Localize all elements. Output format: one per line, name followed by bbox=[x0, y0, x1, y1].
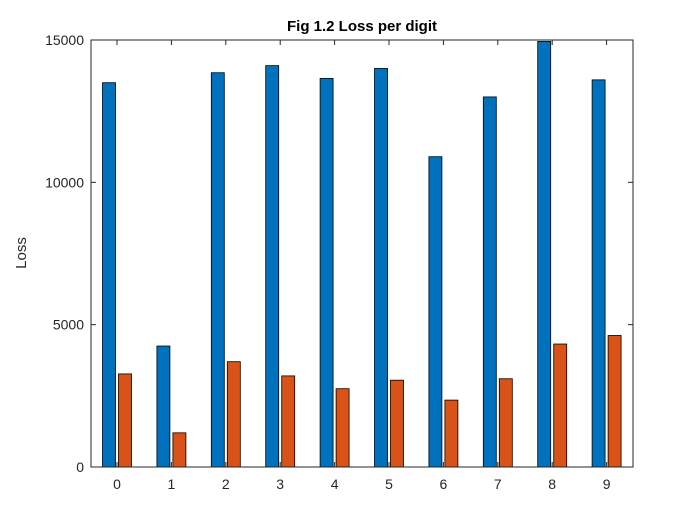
bar-series-1-digit-9 bbox=[591, 79, 606, 468]
bar-series-2-digit-4 bbox=[335, 388, 350, 468]
x-tick-label-2: 2 bbox=[222, 476, 230, 492]
bar-series-2-digit-9 bbox=[607, 335, 622, 468]
bar-series-2-digit-7 bbox=[498, 378, 513, 468]
bar-series-2-digit-1 bbox=[172, 432, 187, 468]
ticks-group: 0 1 2 3 4 5 6 7 8 9 0 5000 10000 15000 bbox=[45, 32, 633, 492]
bar-series-1-digit-7 bbox=[482, 96, 497, 468]
x-tick-label-3: 3 bbox=[276, 476, 284, 492]
y-tick-label-5000: 5000 bbox=[53, 317, 84, 333]
bar-series-1-digit-3 bbox=[265, 65, 280, 468]
bar-series-2-digit-0 bbox=[118, 373, 132, 468]
bar-series-2-digit-2 bbox=[226, 361, 241, 468]
bar-series-2-digit-5 bbox=[390, 379, 404, 468]
y-tick-label-15000: 15000 bbox=[45, 32, 84, 48]
bar-series-2-digit-3 bbox=[281, 375, 296, 468]
x-tick-label-8: 8 bbox=[548, 476, 556, 492]
bars-group bbox=[102, 41, 622, 468]
x-tick-label-5: 5 bbox=[385, 476, 393, 492]
plot-area bbox=[91, 40, 633, 467]
x-tick-label-6: 6 bbox=[440, 476, 448, 492]
bar-series-1-digit-6 bbox=[428, 156, 443, 468]
y-axis-label: Loss bbox=[13, 237, 30, 269]
bar-series-2-digit-6 bbox=[444, 399, 459, 468]
x-tick-label-7: 7 bbox=[494, 476, 502, 492]
x-tick-label-4: 4 bbox=[331, 476, 339, 492]
x-tick-label-9: 9 bbox=[603, 476, 611, 492]
bar-series-1-digit-1 bbox=[156, 345, 171, 468]
bar-series-1-digit-4 bbox=[319, 78, 334, 468]
bar-series-1-digit-2 bbox=[210, 72, 225, 468]
chart-title: Fig 1.2 Loss per digit bbox=[287, 18, 437, 35]
bar-series-2-digit-8 bbox=[553, 343, 568, 468]
x-tick-label-1: 1 bbox=[168, 476, 176, 492]
bar-series-1-digit-8 bbox=[537, 41, 552, 468]
y-tick-label-10000: 10000 bbox=[45, 174, 84, 190]
bar-series-1-digit-0 bbox=[102, 82, 116, 468]
bar-series-1-digit-5 bbox=[374, 68, 388, 468]
axes-box bbox=[90, 39, 634, 468]
x-tick-label-0: 0 bbox=[113, 476, 121, 492]
y-tick-label-0: 0 bbox=[76, 459, 84, 475]
